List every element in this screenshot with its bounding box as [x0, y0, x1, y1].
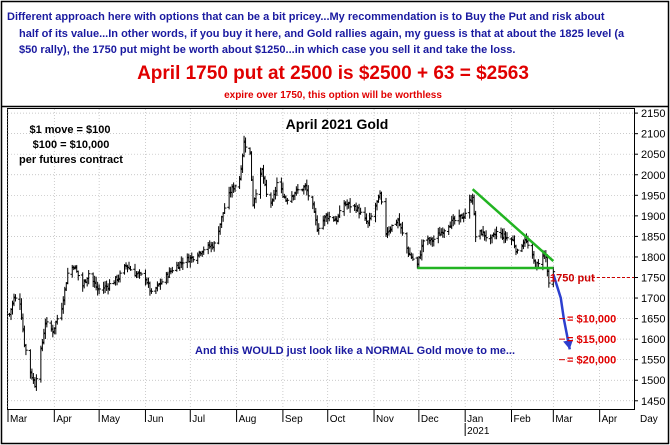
intro-line-3: $50 rally), the 1750 put might be worth …	[19, 44, 515, 56]
intro-line-2: half of its value...In other words, if y…	[19, 28, 625, 40]
grid	[7, 109, 634, 409]
y-tick-label: 1500	[641, 375, 665, 387]
y-tick-label: 1950	[641, 190, 665, 202]
headline: April 1750 put at 2500 is $2500 + 63 = $…	[137, 63, 529, 84]
y-tick-label: 1700	[641, 293, 665, 305]
x-end-label: Day	[640, 414, 658, 425]
x-tick-label: Jan	[467, 414, 483, 425]
y-axis: 1450 1500 1550 1600 1650 1700 1750 1800 1850 1900…	[634, 108, 665, 408]
plot-area	[7, 108, 635, 410]
triangle-upper-line	[471, 188, 555, 262]
x-tick-label: Sep	[285, 414, 303, 425]
y-tick-label: 2050	[641, 149, 665, 161]
price-bars	[7, 135, 556, 391]
comment-text: And this WOULD just look like a NORMAL G…	[195, 345, 515, 357]
y-tick-label: 2150	[641, 108, 665, 120]
x-tick-label: May	[101, 414, 120, 425]
y-tick-label: 1800	[641, 252, 665, 264]
y-tick-label: 1550	[641, 355, 665, 367]
intro-line-1: Different approach here with options tha…	[7, 11, 605, 23]
projection-path	[552, 273, 571, 350]
year-label: 2021	[467, 426, 490, 437]
loss-label-20k: = $20,000	[567, 355, 616, 367]
note-line-2: $100 = $10,000	[33, 139, 110, 151]
chart-title: April 2021 Gold	[286, 116, 389, 132]
note-line-3: per futures contract	[19, 154, 123, 166]
loss-label-10k: = $10,000	[567, 314, 616, 326]
x-tick-label: Aug	[239, 414, 257, 425]
y-tick-label: 1850	[641, 231, 665, 243]
x-tick-label: Dec	[421, 414, 439, 425]
x-tick-label: Jul	[192, 414, 205, 425]
subline: expire over 1750, this option will be wo…	[224, 90, 442, 101]
loss-label-15k: = $15,000	[567, 334, 616, 346]
x-tick-label: Mar	[10, 414, 28, 425]
y-tick-label: 1750	[641, 272, 665, 284]
x-tick-label: Apr	[56, 414, 72, 425]
annotations	[417, 188, 634, 361]
y-tick-label: 2000	[641, 170, 665, 182]
y-tick-label: 1650	[641, 314, 665, 326]
x-tick-label: Feb	[513, 414, 531, 425]
x-tick-label: Nov	[376, 414, 394, 425]
projection-arrowhead	[563, 339, 573, 350]
y-tick-label: 2100	[641, 129, 665, 141]
y-tick-label: 1450	[641, 396, 665, 408]
put-label: 1750 put	[550, 272, 595, 284]
y-tick-label: 1600	[641, 334, 665, 346]
x-tick-label: Oct	[330, 414, 346, 425]
x-tick-label: Jun	[147, 414, 163, 425]
x-tick-label: Apr	[602, 414, 618, 425]
y-tick-label: 1900	[641, 211, 665, 223]
x-tick-label: Mar	[555, 414, 573, 425]
note-line-1: $1 move = $100	[29, 124, 110, 136]
